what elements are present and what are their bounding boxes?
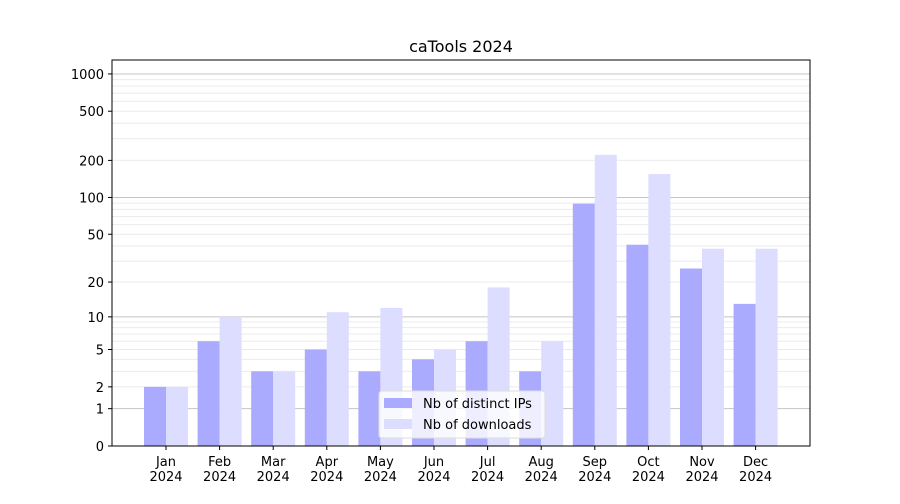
x-tick-label: 2024: [471, 470, 504, 485]
bar-downloads: [326, 312, 349, 446]
bar-distinct-ips: [358, 371, 381, 446]
bar-downloads: [166, 386, 188, 446]
bar-distinct-ips: [733, 303, 756, 446]
legend-box: [378, 390, 546, 439]
x-tick-label: 2024: [685, 470, 718, 485]
bar-downloads: [273, 371, 296, 446]
y-tick-label: 50: [87, 228, 104, 243]
y-tick-label: 1: [96, 403, 104, 418]
x-tick-label: 2024: [364, 470, 397, 485]
legend-swatch: [384, 398, 412, 408]
bar-downloads: [702, 248, 724, 446]
x-tick-label: Feb: [208, 455, 231, 470]
bar-distinct-ips: [251, 371, 274, 446]
x-tick-label: 2024: [578, 470, 611, 485]
y-tick-label: 500: [79, 105, 104, 120]
bar-distinct-ips: [304, 349, 327, 446]
y-tick-label: 0: [96, 440, 104, 455]
y-tick-label: 2: [96, 381, 104, 396]
y-tick-label: 200: [79, 154, 104, 169]
legend-swatch: [384, 419, 412, 429]
x-tick-label: Jun: [423, 455, 444, 470]
y-tick-label: 5: [96, 344, 104, 359]
x-tick-label: Apr: [316, 455, 339, 470]
bar-downloads: [219, 316, 242, 446]
legend-label: Nb of distinct IPs: [423, 397, 532, 412]
x-tick-label: Dec: [743, 455, 768, 470]
bar-distinct-ips: [197, 341, 220, 446]
y-tick-label: 100: [79, 191, 104, 206]
bar-downloads: [755, 248, 778, 446]
x-tick-label: May: [367, 455, 394, 470]
x-tick-label: 2024: [149, 470, 182, 485]
x-tick-label: Jan: [155, 455, 176, 470]
x-tick-label: 2024: [525, 470, 558, 485]
x-tick-label: Mar: [261, 455, 286, 470]
x-tick-label: 2024: [417, 470, 450, 485]
x-tick-label: 2024: [310, 470, 343, 485]
bar-downloads: [594, 154, 617, 447]
bar-distinct-ips: [144, 386, 166, 446]
x-tick-label: 2024: [257, 470, 290, 485]
legend-label: Nb of downloads: [423, 418, 532, 433]
x-tick-label: Sep: [583, 455, 608, 470]
y-tick-label: 1000: [71, 68, 104, 83]
x-tick-label: 2024: [632, 470, 665, 485]
chart-title: caTools 2024: [409, 37, 513, 56]
x-tick-label: Nov: [689, 455, 715, 470]
y-tick-label: 20: [87, 276, 104, 291]
x-tick-label: Oct: [637, 455, 659, 470]
bar-distinct-ips: [626, 244, 649, 446]
x-tick-label: 2024: [203, 470, 236, 485]
plot-frame: [111, 59, 811, 447]
x-tick-label: Aug: [529, 455, 554, 470]
y-tick-label: 10: [87, 311, 104, 326]
bar-distinct-ips: [572, 203, 595, 446]
x-tick-label: Jul: [479, 455, 496, 470]
bar-downloads: [648, 174, 671, 446]
x-tick-label: 2024: [739, 470, 772, 485]
bar-distinct-ips: [680, 268, 702, 446]
bar-downloads: [541, 341, 564, 446]
